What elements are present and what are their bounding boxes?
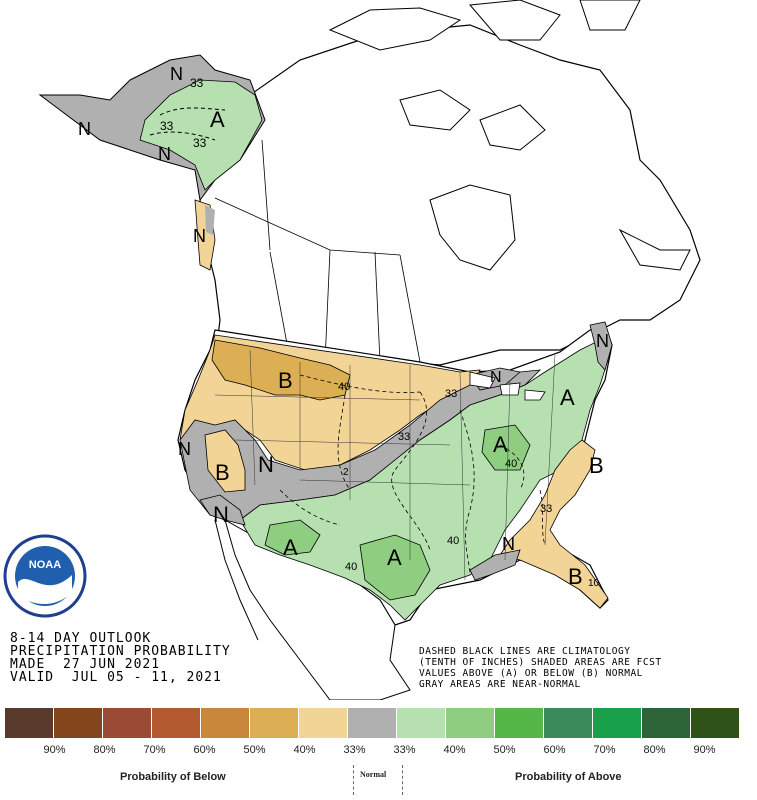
below-label: Probability of Below xyxy=(120,771,226,783)
alaska-above xyxy=(139,79,263,191)
legend-tick-label: 70% xyxy=(143,744,166,756)
below-southeast xyxy=(499,439,609,609)
map-label: N xyxy=(596,331,609,351)
legend-swatch xyxy=(348,708,397,738)
title-line: 8-14 DAY OUTLOOK xyxy=(10,631,152,646)
map-label: A xyxy=(387,545,402,570)
map-label: B xyxy=(278,368,293,393)
map-label: B xyxy=(589,453,604,478)
map-label: 33 xyxy=(445,388,457,400)
map-label: N xyxy=(158,144,171,164)
map-label: 40 xyxy=(447,535,459,547)
note-line: GRAY AREAS ARE NEAR-NORMAL xyxy=(419,679,581,690)
legend-swatch xyxy=(5,708,54,738)
map-label: N xyxy=(178,439,191,459)
legend-tick-label: 90% xyxy=(693,744,716,756)
precipitation-outlook-map: NOAA A 33 33 33 N N N N B B B B N N N N … xyxy=(3,0,701,700)
legend-swatch xyxy=(397,708,446,738)
title-line: MADE 27 JUN 2021 xyxy=(10,657,161,672)
legend-swatch xyxy=(593,708,642,738)
map-label: A xyxy=(210,107,225,132)
map-label: N xyxy=(78,119,91,139)
legend-divider xyxy=(353,765,354,795)
legend-swatch xyxy=(691,708,740,738)
map-label: N xyxy=(193,226,206,246)
legend-tick-label: 90% xyxy=(43,744,66,756)
map-label: 33 xyxy=(193,136,207,150)
legend-note: DASHED BLACK LINES ARE CLIMATOLOGY (TENT… xyxy=(419,646,662,690)
map-label: 40 xyxy=(345,561,357,573)
map-label: 33 xyxy=(190,76,204,90)
map-label: 33 xyxy=(398,431,410,443)
legend-tick-label: 40% xyxy=(443,744,466,756)
map-label: N xyxy=(490,369,502,386)
above-label: Probability of Above xyxy=(515,771,622,783)
legend-tick-label: 33% xyxy=(393,744,416,756)
title-line: PRECIPITATION PROBABILITY xyxy=(10,644,231,659)
map-label: A xyxy=(560,385,575,410)
normal-label: Normal xyxy=(360,770,387,779)
legend-tick-label: 80% xyxy=(93,744,116,756)
map-label: A xyxy=(493,432,508,457)
svg-text:NOAA: NOAA xyxy=(29,559,61,571)
map-label: 10 xyxy=(588,578,600,589)
map-label: N xyxy=(213,502,229,527)
legend-swatch xyxy=(642,708,691,738)
note-line: (TENTH OF INCHES) SHADED AREAS ARE FCST xyxy=(419,657,662,668)
map-label: N xyxy=(170,64,183,84)
probability-color-scale xyxy=(5,708,740,738)
legend-swatch xyxy=(54,708,103,738)
note-line: VALUES ABOVE (A) OR BELOW (B) NORMAL xyxy=(419,668,643,679)
legend-divider xyxy=(402,765,403,795)
title-line: VALID JUL 05 - 11, 2021 xyxy=(10,670,222,685)
legend-swatch xyxy=(446,708,495,738)
note-line: DASHED BLACK LINES ARE CLIMATOLOGY xyxy=(419,646,631,657)
map-label: 2 xyxy=(343,467,349,478)
map-label: 33 xyxy=(540,503,552,515)
map-label: A xyxy=(283,535,298,560)
legend-swatch xyxy=(103,708,152,738)
legend-swatch xyxy=(152,708,201,738)
map-label: 40 xyxy=(505,458,517,470)
legend-tick-label: 33% xyxy=(343,744,366,756)
legend-tick-label: 80% xyxy=(643,744,666,756)
legend-swatch xyxy=(201,708,250,738)
legend-tick-label: 60% xyxy=(543,744,566,756)
legend-tick-label: 50% xyxy=(243,744,266,756)
map-label: B xyxy=(215,460,230,485)
legend-tick-label: 50% xyxy=(493,744,516,756)
noaa-logo: NOAA xyxy=(3,534,87,618)
legend-tick-label: 70% xyxy=(593,744,616,756)
outlook-title: 8-14 DAY OUTLOOK PRECIPITATION PROBABILI… xyxy=(10,632,231,684)
legend-swatch xyxy=(299,708,348,738)
probability-ticks: 90% 80% 70% 60% 50% 40% 33% 33% 40% 50% 60% 70% 80% 9… xyxy=(5,744,755,758)
map-label: N xyxy=(502,534,515,554)
map-label: N xyxy=(258,452,274,477)
legend-tick-label: 40% xyxy=(293,744,316,756)
legend-swatch xyxy=(250,708,299,738)
map-label: B xyxy=(568,564,583,589)
legend-tick-label: 60% xyxy=(193,744,216,756)
legend-swatch xyxy=(544,708,593,738)
legend-swatch xyxy=(495,708,544,738)
map-label: 40 xyxy=(338,381,350,393)
map-label: 33 xyxy=(160,119,174,133)
below-core xyxy=(211,339,351,401)
